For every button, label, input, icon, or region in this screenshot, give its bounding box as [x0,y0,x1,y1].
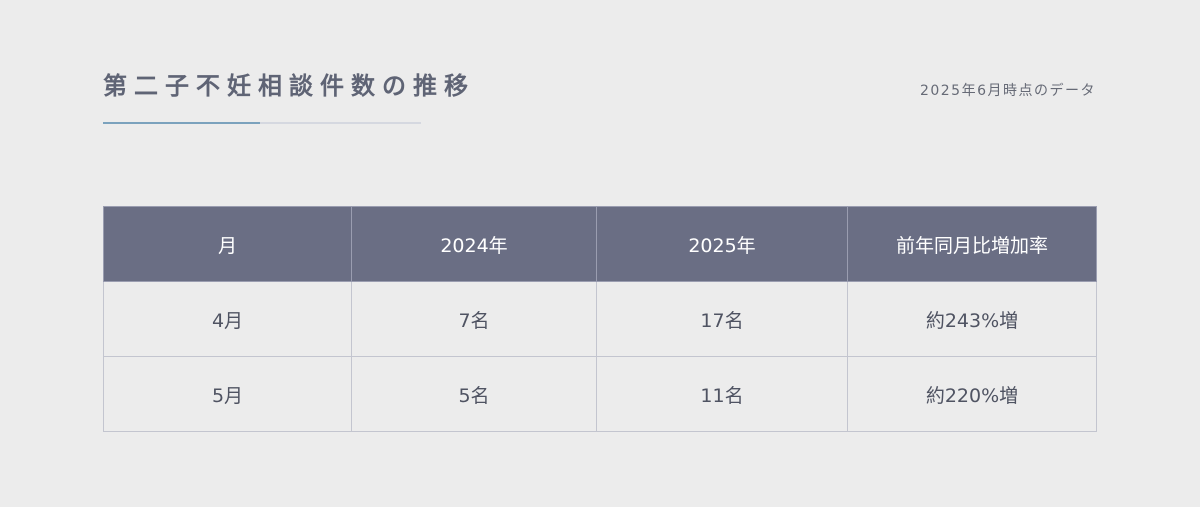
cell-2024: 5名 [351,356,597,432]
cell-month: 5月 [103,356,352,432]
column-header-month: 月 [103,206,352,282]
title-underline-track [103,122,421,124]
column-header-yoy-increase: 前年同月比増加率 [847,206,1097,282]
consultation-table: 月 2024年 2025年 前年同月比増加率 4月 7名 17名 約243%増 … [103,206,1097,432]
cell-2024: 7名 [351,281,597,357]
column-header-2024: 2024年 [351,206,597,282]
cell-yoy-increase: 約220%増 [847,356,1097,432]
table-row: 5月 5名 11名 約220%増 [103,356,1097,432]
page-title: 第二子不妊相談件数の推移 [103,72,475,100]
cell-yoy-increase: 約243%増 [847,281,1097,357]
cell-month: 4月 [103,281,352,357]
data-date-note: 2025年6月時点のデータ [919,83,1096,99]
table-header-row: 月 2024年 2025年 前年同月比増加率 [103,206,1097,282]
table-row: 4月 7名 17名 約243%増 [103,281,1097,357]
cell-2025: 11名 [596,356,848,432]
cell-2025: 17名 [596,281,848,357]
title-underline-accent [103,122,260,124]
column-header-2025: 2025年 [596,206,848,282]
